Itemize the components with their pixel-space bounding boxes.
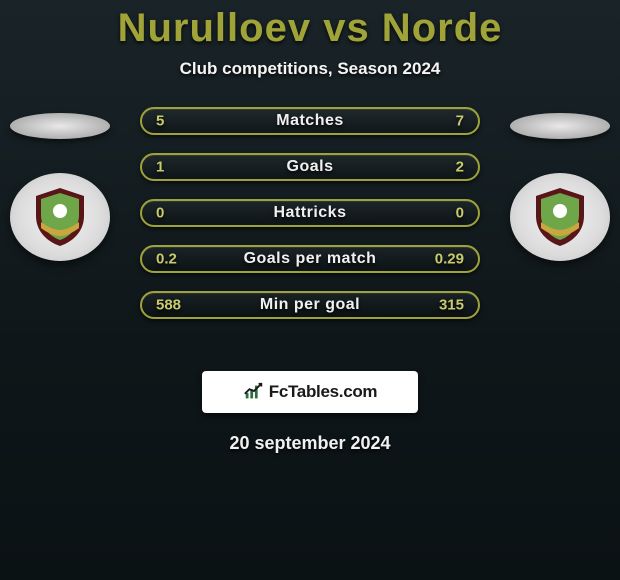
- comparison-panel: 5 Matches 7 1 Goals 2 0 Hattricks 0 0.2 Goals per …: [0, 107, 620, 347]
- stat-label: Hattricks: [274, 204, 347, 222]
- player-col-right: [500, 107, 620, 261]
- stat-row: 0 Hattricks 0: [140, 199, 480, 227]
- shield-icon: [32, 186, 88, 248]
- stat-value-left: 588: [156, 297, 181, 314]
- shield-icon: [532, 186, 588, 248]
- stat-value-right: 0.29: [435, 251, 464, 268]
- stat-value-right: 2: [456, 159, 464, 176]
- club-badge-left: [10, 173, 110, 261]
- stat-value-right: 0: [456, 205, 464, 222]
- stat-value-right: 7: [456, 113, 464, 130]
- stat-value-left: 0: [156, 205, 164, 222]
- stat-value-right: 315: [439, 297, 464, 314]
- stat-row: 1 Goals 2: [140, 153, 480, 181]
- stat-value-left: 5: [156, 113, 164, 130]
- stat-bars: 5 Matches 7 1 Goals 2 0 Hattricks 0 0.2 Goals per …: [140, 107, 480, 319]
- stat-label: Matches: [276, 112, 344, 130]
- player-left-oval: [10, 113, 110, 139]
- chart-icon: [243, 381, 265, 403]
- stat-value-left: 1: [156, 159, 164, 176]
- stat-label: Goals: [287, 158, 334, 176]
- stat-row: 0.2 Goals per match 0.29: [140, 245, 480, 273]
- page-title: Nurulloev vs Norde: [0, 6, 620, 51]
- stat-row: 5 Matches 7: [140, 107, 480, 135]
- date-line: 20 september 2024: [0, 433, 620, 454]
- stat-row: 588 Min per goal 315: [140, 291, 480, 319]
- site-logo[interactable]: FcTables.com: [202, 371, 418, 413]
- stat-value-left: 0.2: [156, 251, 177, 268]
- stat-label: Min per goal: [260, 296, 360, 314]
- player-col-left: [0, 107, 120, 261]
- player-right-oval: [510, 113, 610, 139]
- club-badge-right: [510, 173, 610, 261]
- stat-label: Goals per match: [244, 250, 377, 268]
- site-logo-text: FcTables.com: [269, 382, 378, 402]
- page-subtitle: Club competitions, Season 2024: [0, 59, 620, 79]
